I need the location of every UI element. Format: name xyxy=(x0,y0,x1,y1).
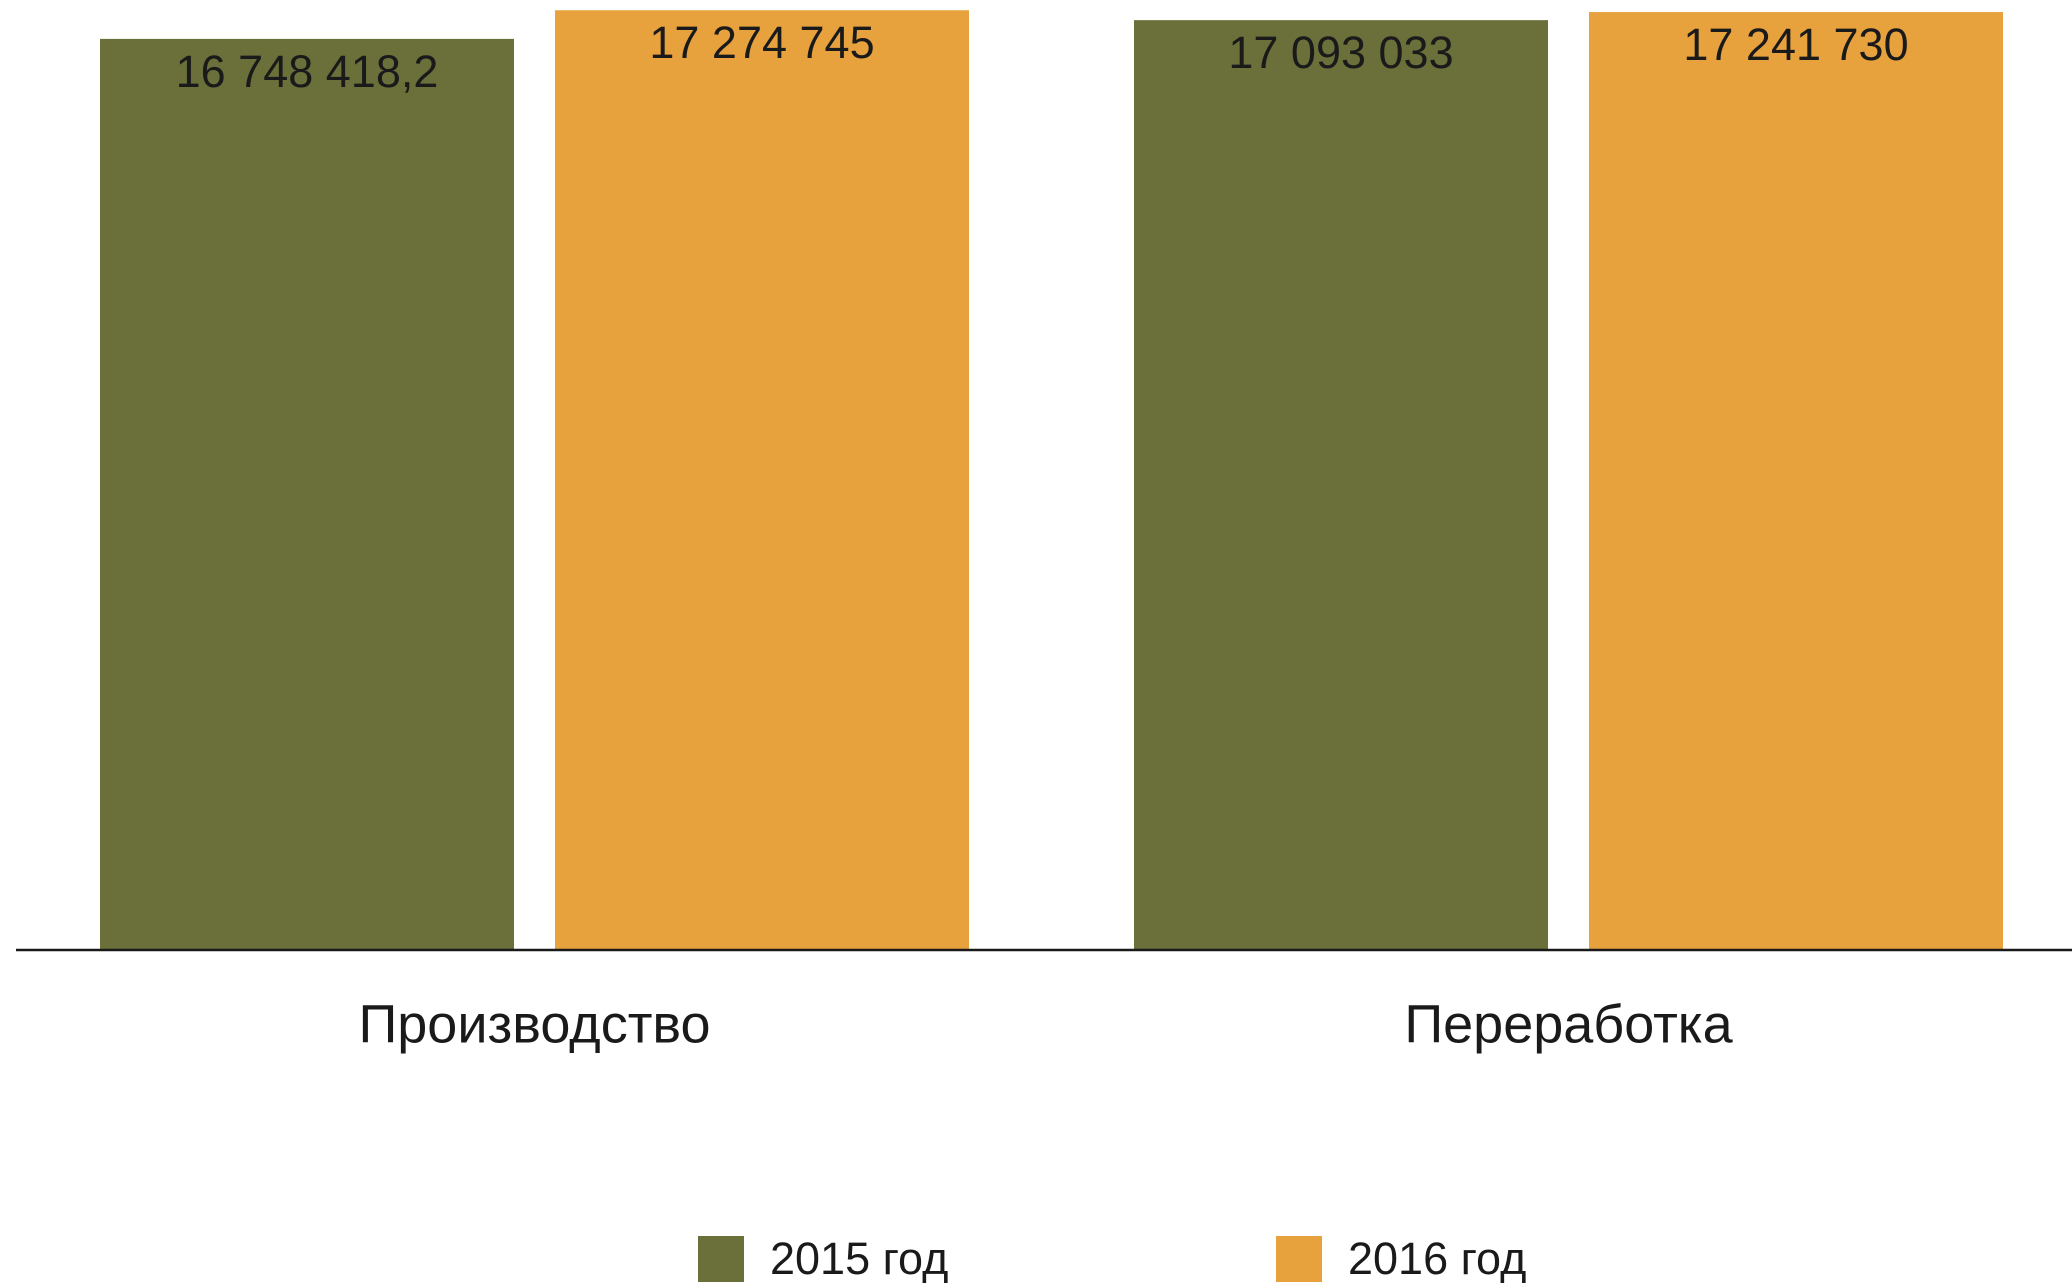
category-label: Производство xyxy=(358,994,710,1054)
legend-label: 2016 год xyxy=(1348,1233,1526,1284)
bar xyxy=(1134,20,1548,951)
legend-swatch xyxy=(698,1236,744,1282)
bar xyxy=(555,10,969,951)
bar xyxy=(1589,12,2003,951)
legend-swatch xyxy=(1276,1236,1322,1282)
bar xyxy=(100,38,514,951)
value-label: 17 241 730 xyxy=(1683,19,1908,70)
category-label: Переработка xyxy=(1404,994,1733,1054)
legend-label: 2015 год xyxy=(770,1233,948,1284)
value-label: 17 093 033 xyxy=(1228,27,1453,78)
value-label: 16 748 418,2 xyxy=(176,46,439,97)
value-label: 17 274 745 xyxy=(649,17,874,68)
